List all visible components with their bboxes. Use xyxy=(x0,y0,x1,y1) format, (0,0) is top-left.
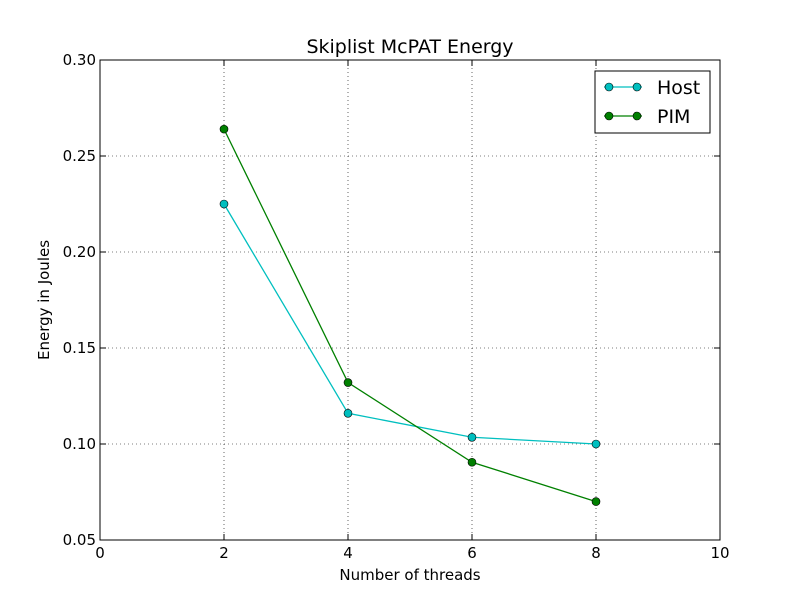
series-line-pim xyxy=(223,128,597,503)
legend-marker-pim xyxy=(632,111,642,121)
data-point-host xyxy=(343,408,353,418)
legend-label-host: Host xyxy=(657,77,700,99)
data-point-pim xyxy=(467,457,477,467)
x-tick-label: 10 xyxy=(710,544,729,562)
data-point-host xyxy=(467,432,477,442)
y-tick-label: 0.25 xyxy=(63,147,96,165)
y-axis-label: Energy in Joules xyxy=(35,240,53,360)
series-line-host xyxy=(223,203,597,445)
y-tick-label: 0.20 xyxy=(63,243,96,261)
y-tick-label: 0.05 xyxy=(63,531,96,549)
x-axis-label: Number of threads xyxy=(339,566,480,584)
plot-series xyxy=(219,124,601,506)
x-tick-label: 2 xyxy=(219,544,229,562)
legend-marker-host xyxy=(632,82,642,92)
plot-frame xyxy=(99,59,721,541)
y-tick-label: 0.15 xyxy=(63,339,96,357)
x-tick-label: 0 xyxy=(95,544,105,562)
data-point-host xyxy=(219,199,229,209)
legend-frame xyxy=(594,70,711,134)
x-tick-label: 6 xyxy=(467,544,477,562)
data-point-host xyxy=(591,439,601,449)
y-tick-label: 0.10 xyxy=(63,435,96,453)
data-point-pim xyxy=(219,124,229,134)
legend-label-pim: PIM xyxy=(657,106,690,128)
y-tick-label: 0.30 xyxy=(63,51,96,69)
legend-marker-pim xyxy=(604,111,614,121)
data-point-pim xyxy=(343,378,353,387)
legend-marker-host xyxy=(604,82,614,92)
x-tick-label: 4 xyxy=(343,544,353,562)
legend: Host PIM xyxy=(594,70,711,134)
x-tick-label: 8 xyxy=(591,544,601,562)
data-point-pim xyxy=(591,497,601,506)
chart-title: Skiplist McPAT Energy xyxy=(306,36,513,58)
grid xyxy=(100,60,720,540)
axis-ticks: 0 2 4 6 8 10 0.05 0.10 0.15 0.20 0.25 0.30 xyxy=(63,51,730,562)
